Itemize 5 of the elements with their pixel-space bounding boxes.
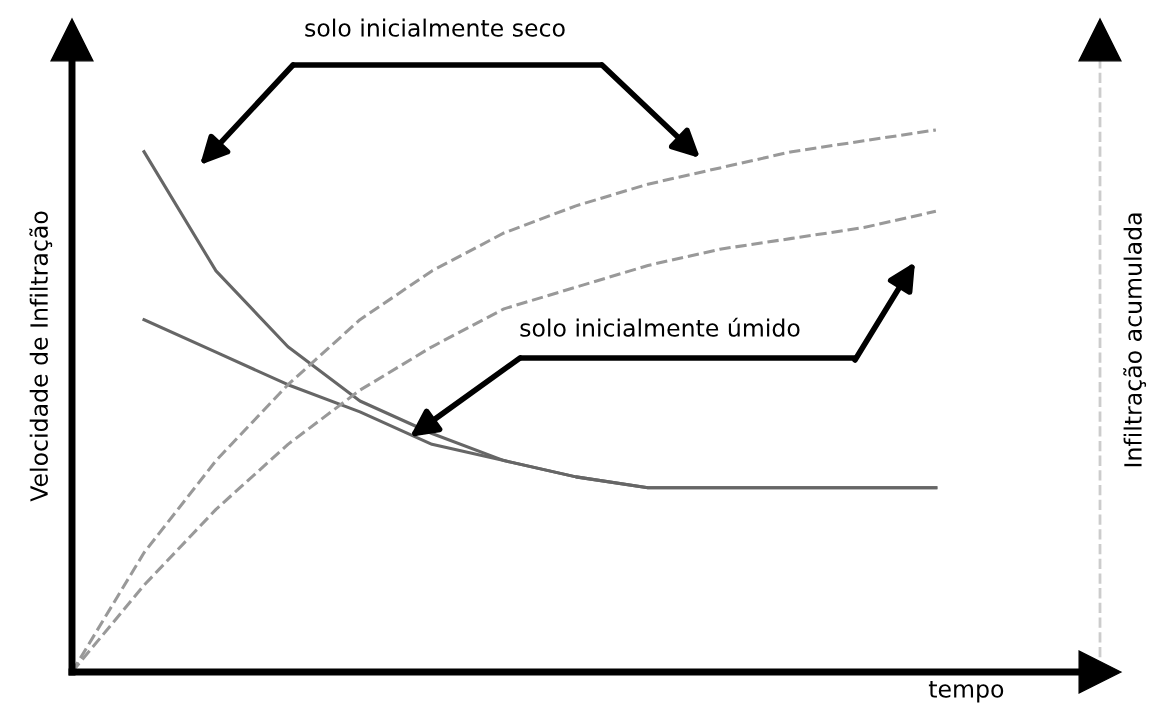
annotation: solo inicialmente úmido	[520, 317, 800, 337]
y-axis-title: Velocidade de Infiltração	[29, 211, 53, 502]
text: solo inicialmente seco	[305, 18, 565, 37]
x-axis-title: tempo	[928, 680, 1004, 703]
text: Infiltração acumulada	[1123, 213, 1147, 467]
